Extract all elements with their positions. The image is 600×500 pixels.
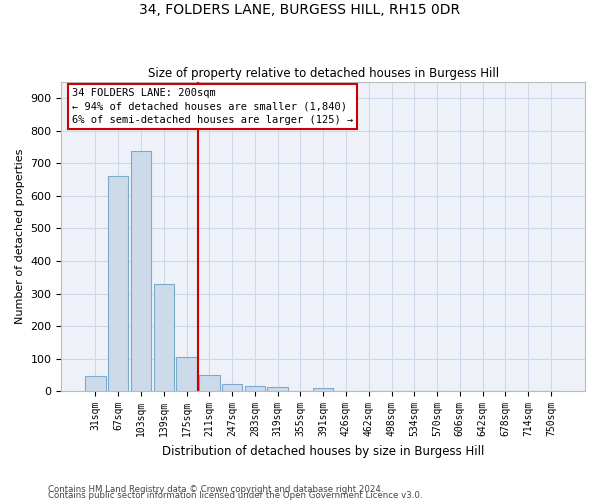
Bar xyxy=(313,388,334,391)
Text: Contains public sector information licensed under the Open Government Licence v3: Contains public sector information licen… xyxy=(48,490,422,500)
Bar xyxy=(222,384,242,391)
Text: Contains HM Land Registry data © Crown copyright and database right 2024.: Contains HM Land Registry data © Crown c… xyxy=(48,484,383,494)
Title: Size of property relative to detached houses in Burgess Hill: Size of property relative to detached ho… xyxy=(148,66,499,80)
Bar xyxy=(85,376,106,391)
Y-axis label: Number of detached properties: Number of detached properties xyxy=(15,149,25,324)
Bar xyxy=(154,284,174,391)
Text: 34 FOLDERS LANE: 200sqm
← 94% of detached houses are smaller (1,840)
6% of semi-: 34 FOLDERS LANE: 200sqm ← 94% of detache… xyxy=(72,88,353,124)
Bar xyxy=(176,357,197,391)
X-axis label: Distribution of detached houses by size in Burgess Hill: Distribution of detached houses by size … xyxy=(162,444,484,458)
Bar xyxy=(268,388,288,391)
Bar xyxy=(245,386,265,391)
Bar xyxy=(199,375,220,391)
Bar xyxy=(131,151,151,391)
Bar xyxy=(108,176,128,391)
Text: 34, FOLDERS LANE, BURGESS HILL, RH15 0DR: 34, FOLDERS LANE, BURGESS HILL, RH15 0DR xyxy=(139,2,461,16)
